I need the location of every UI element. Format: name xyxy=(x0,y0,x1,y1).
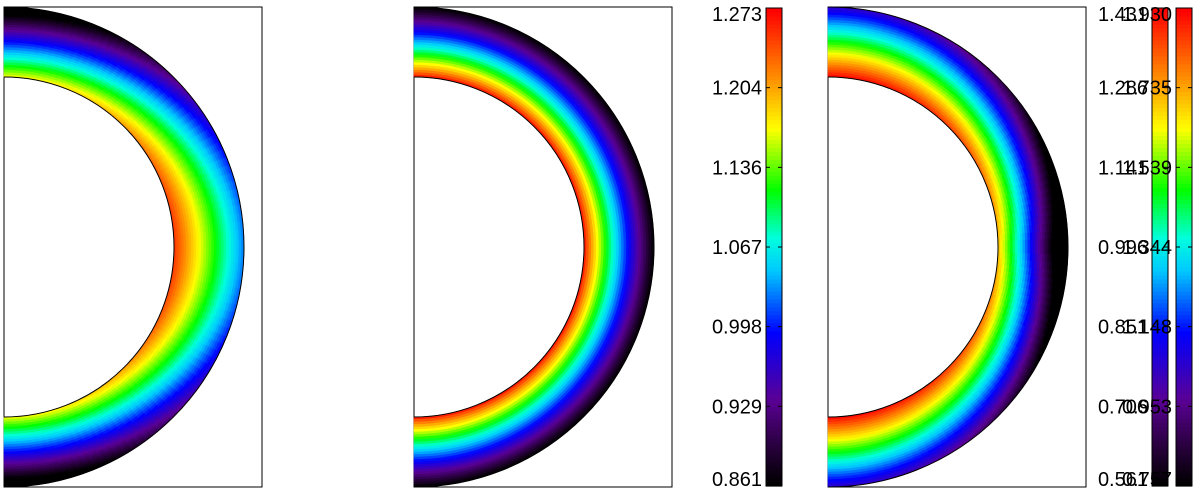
colorbar-segment xyxy=(1152,418,1168,423)
colorbar-segment xyxy=(1152,287,1168,292)
colorbar-segment xyxy=(1152,215,1168,220)
colorbar-segment xyxy=(1152,151,1168,156)
colorbar-segment xyxy=(1152,116,1168,121)
colorbar-segment xyxy=(1152,147,1168,152)
colorbar-segment xyxy=(1152,135,1168,140)
colorbar-segment xyxy=(1152,104,1168,109)
colorbar-segment xyxy=(1152,139,1168,144)
colorbar-segment xyxy=(1152,183,1168,188)
colorbar-segment xyxy=(1152,195,1168,200)
colorbar-segment xyxy=(1152,339,1168,344)
colorbar-segment xyxy=(1152,374,1168,379)
colorbar-segment xyxy=(1152,303,1168,308)
colorbar-segment xyxy=(1152,203,1168,208)
colorbar-segment xyxy=(1152,60,1168,65)
colorbar-segment xyxy=(1152,426,1168,431)
colorbar-segment xyxy=(1152,131,1168,136)
colorbar-segment xyxy=(1152,283,1168,288)
colorbar-segment xyxy=(1152,52,1168,57)
colorbar-segment xyxy=(1152,112,1168,117)
colorbar-segment xyxy=(1152,40,1168,45)
colorbar-segment xyxy=(1152,430,1168,435)
colorbar-segment xyxy=(1152,299,1168,304)
colorbar-segment xyxy=(1152,36,1168,41)
colorbar-segment xyxy=(1152,378,1168,383)
colorbar-segment xyxy=(1152,128,1168,133)
colorbar-segment xyxy=(1152,351,1168,356)
colorbar-segment xyxy=(1152,227,1168,232)
colorbar-segment xyxy=(1152,295,1168,300)
colorbar-segment xyxy=(1152,211,1168,216)
colorbar-segment xyxy=(1152,267,1168,272)
colorbar-segment xyxy=(1152,446,1168,451)
colorbar-segment xyxy=(1152,386,1168,391)
colorbar-segment xyxy=(1152,382,1168,387)
colorbar-segment xyxy=(1152,355,1168,360)
colorbar-segment xyxy=(1152,32,1168,37)
colorbar-segment xyxy=(1152,100,1168,105)
colorbar-segment xyxy=(1152,199,1168,204)
colorbar-segment xyxy=(1152,390,1168,395)
colorbar-segment xyxy=(1152,271,1168,276)
colorbar-segment xyxy=(1152,450,1168,455)
colorbar-segment xyxy=(1152,454,1168,459)
colorbar-segment xyxy=(1152,434,1168,439)
colorbar-segment xyxy=(1152,72,1168,77)
colorbar-segment xyxy=(1152,207,1168,212)
colorbar-segment xyxy=(1152,48,1168,53)
colorbar-segment xyxy=(1152,120,1168,125)
colorbar-segment xyxy=(1152,370,1168,375)
colorbar-segment xyxy=(1152,64,1168,69)
colorbar-segment xyxy=(1152,56,1168,61)
colorbar-segment xyxy=(1152,458,1168,463)
colorbar-segment xyxy=(1152,124,1168,129)
colorbar-segment xyxy=(1152,279,1168,284)
colorbar-segment xyxy=(1152,367,1168,372)
colorbar-segment xyxy=(1152,438,1168,443)
colorbar-segment xyxy=(1152,359,1168,364)
colorbar-segment xyxy=(1152,462,1168,467)
colorbar-segment xyxy=(1152,219,1168,224)
colorbar-segment xyxy=(1152,191,1168,196)
colorbar-segment xyxy=(1152,28,1168,33)
colorbar-segment xyxy=(1152,223,1168,228)
colorbar-segment xyxy=(1152,44,1168,49)
colorbar-segment xyxy=(1152,291,1168,296)
colorbar-segment xyxy=(1152,179,1168,184)
colorbar-segment xyxy=(1152,187,1168,192)
colorbar-segment xyxy=(1152,143,1168,148)
colorbar-segment xyxy=(1152,311,1168,316)
colorbar-segment xyxy=(1152,231,1168,236)
colorbar-segment xyxy=(1152,363,1168,368)
colorbar-segment xyxy=(1152,343,1168,348)
colorbar-segment xyxy=(1152,68,1168,73)
colorbar-segment xyxy=(1152,442,1168,447)
colorbar-segment xyxy=(1152,275,1168,280)
colorbar-segment xyxy=(1152,259,1168,264)
colorbar-segment xyxy=(1152,307,1168,312)
colorbar-segment xyxy=(1152,108,1168,113)
colorbar-segment xyxy=(1152,263,1168,268)
colorbar-segment xyxy=(1152,422,1168,427)
colorbar-segment xyxy=(1152,347,1168,352)
